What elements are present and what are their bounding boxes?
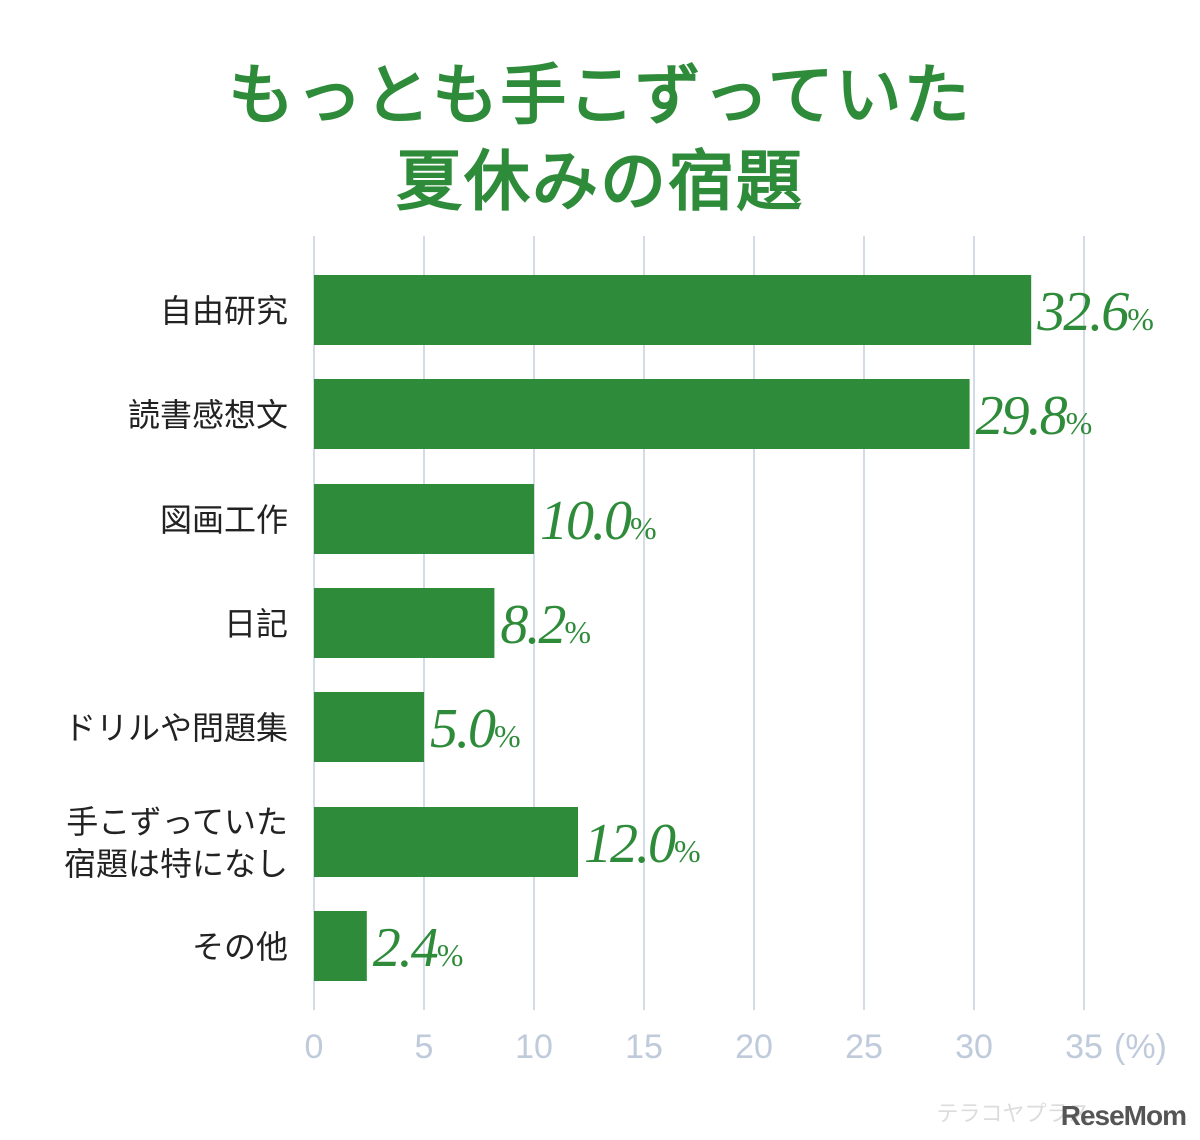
x-tick-label: 10 xyxy=(515,1028,553,1066)
bar xyxy=(314,692,424,762)
x-tick-label: 5 xyxy=(415,1028,434,1066)
bar xyxy=(314,911,367,981)
category-label: 読書感想文 xyxy=(128,396,288,434)
x-tick-label: 30 xyxy=(955,1028,993,1066)
value-label: 12.0% xyxy=(584,813,701,875)
x-tick-label: 35 xyxy=(1065,1028,1103,1066)
watermark-sub: テラコヤプラス xyxy=(936,1102,1090,1127)
chart-title-line-2: 夏休みの宿題 xyxy=(396,143,804,220)
x-tick-label: 20 xyxy=(735,1028,773,1066)
bar xyxy=(314,807,578,877)
value-label: 8.2% xyxy=(500,594,591,656)
value-label: 2.4% xyxy=(373,917,464,979)
category-label: その他 xyxy=(192,928,288,966)
x-tick-label: 15 xyxy=(625,1028,663,1066)
bar xyxy=(314,588,495,658)
value-label: 5.0% xyxy=(430,698,521,760)
x-tick-label: 0 xyxy=(305,1028,324,1066)
category-label: 宿題は特になし xyxy=(64,845,288,883)
value-label: 29.8% xyxy=(976,385,1093,447)
category-label: 手こずっていた xyxy=(66,803,288,841)
x-tick-label: 25 xyxy=(845,1028,883,1066)
category-label: 図画工作 xyxy=(160,501,288,539)
value-label: 10.0% xyxy=(540,490,657,552)
chart-title-line-1: もっとも手こずっていた xyxy=(228,57,972,134)
bar xyxy=(314,275,1032,345)
category-label: 自由研究 xyxy=(160,292,288,330)
category-label: 日記 xyxy=(224,605,288,643)
x-unit-label: (%) xyxy=(1114,1028,1167,1066)
bar xyxy=(314,379,970,449)
bar xyxy=(314,484,534,554)
watermark-logo: ReseMom xyxy=(1060,1100,1187,1131)
category-label: ドリルや問題集 xyxy=(64,709,288,747)
value-label: 32.6% xyxy=(1036,281,1154,343)
